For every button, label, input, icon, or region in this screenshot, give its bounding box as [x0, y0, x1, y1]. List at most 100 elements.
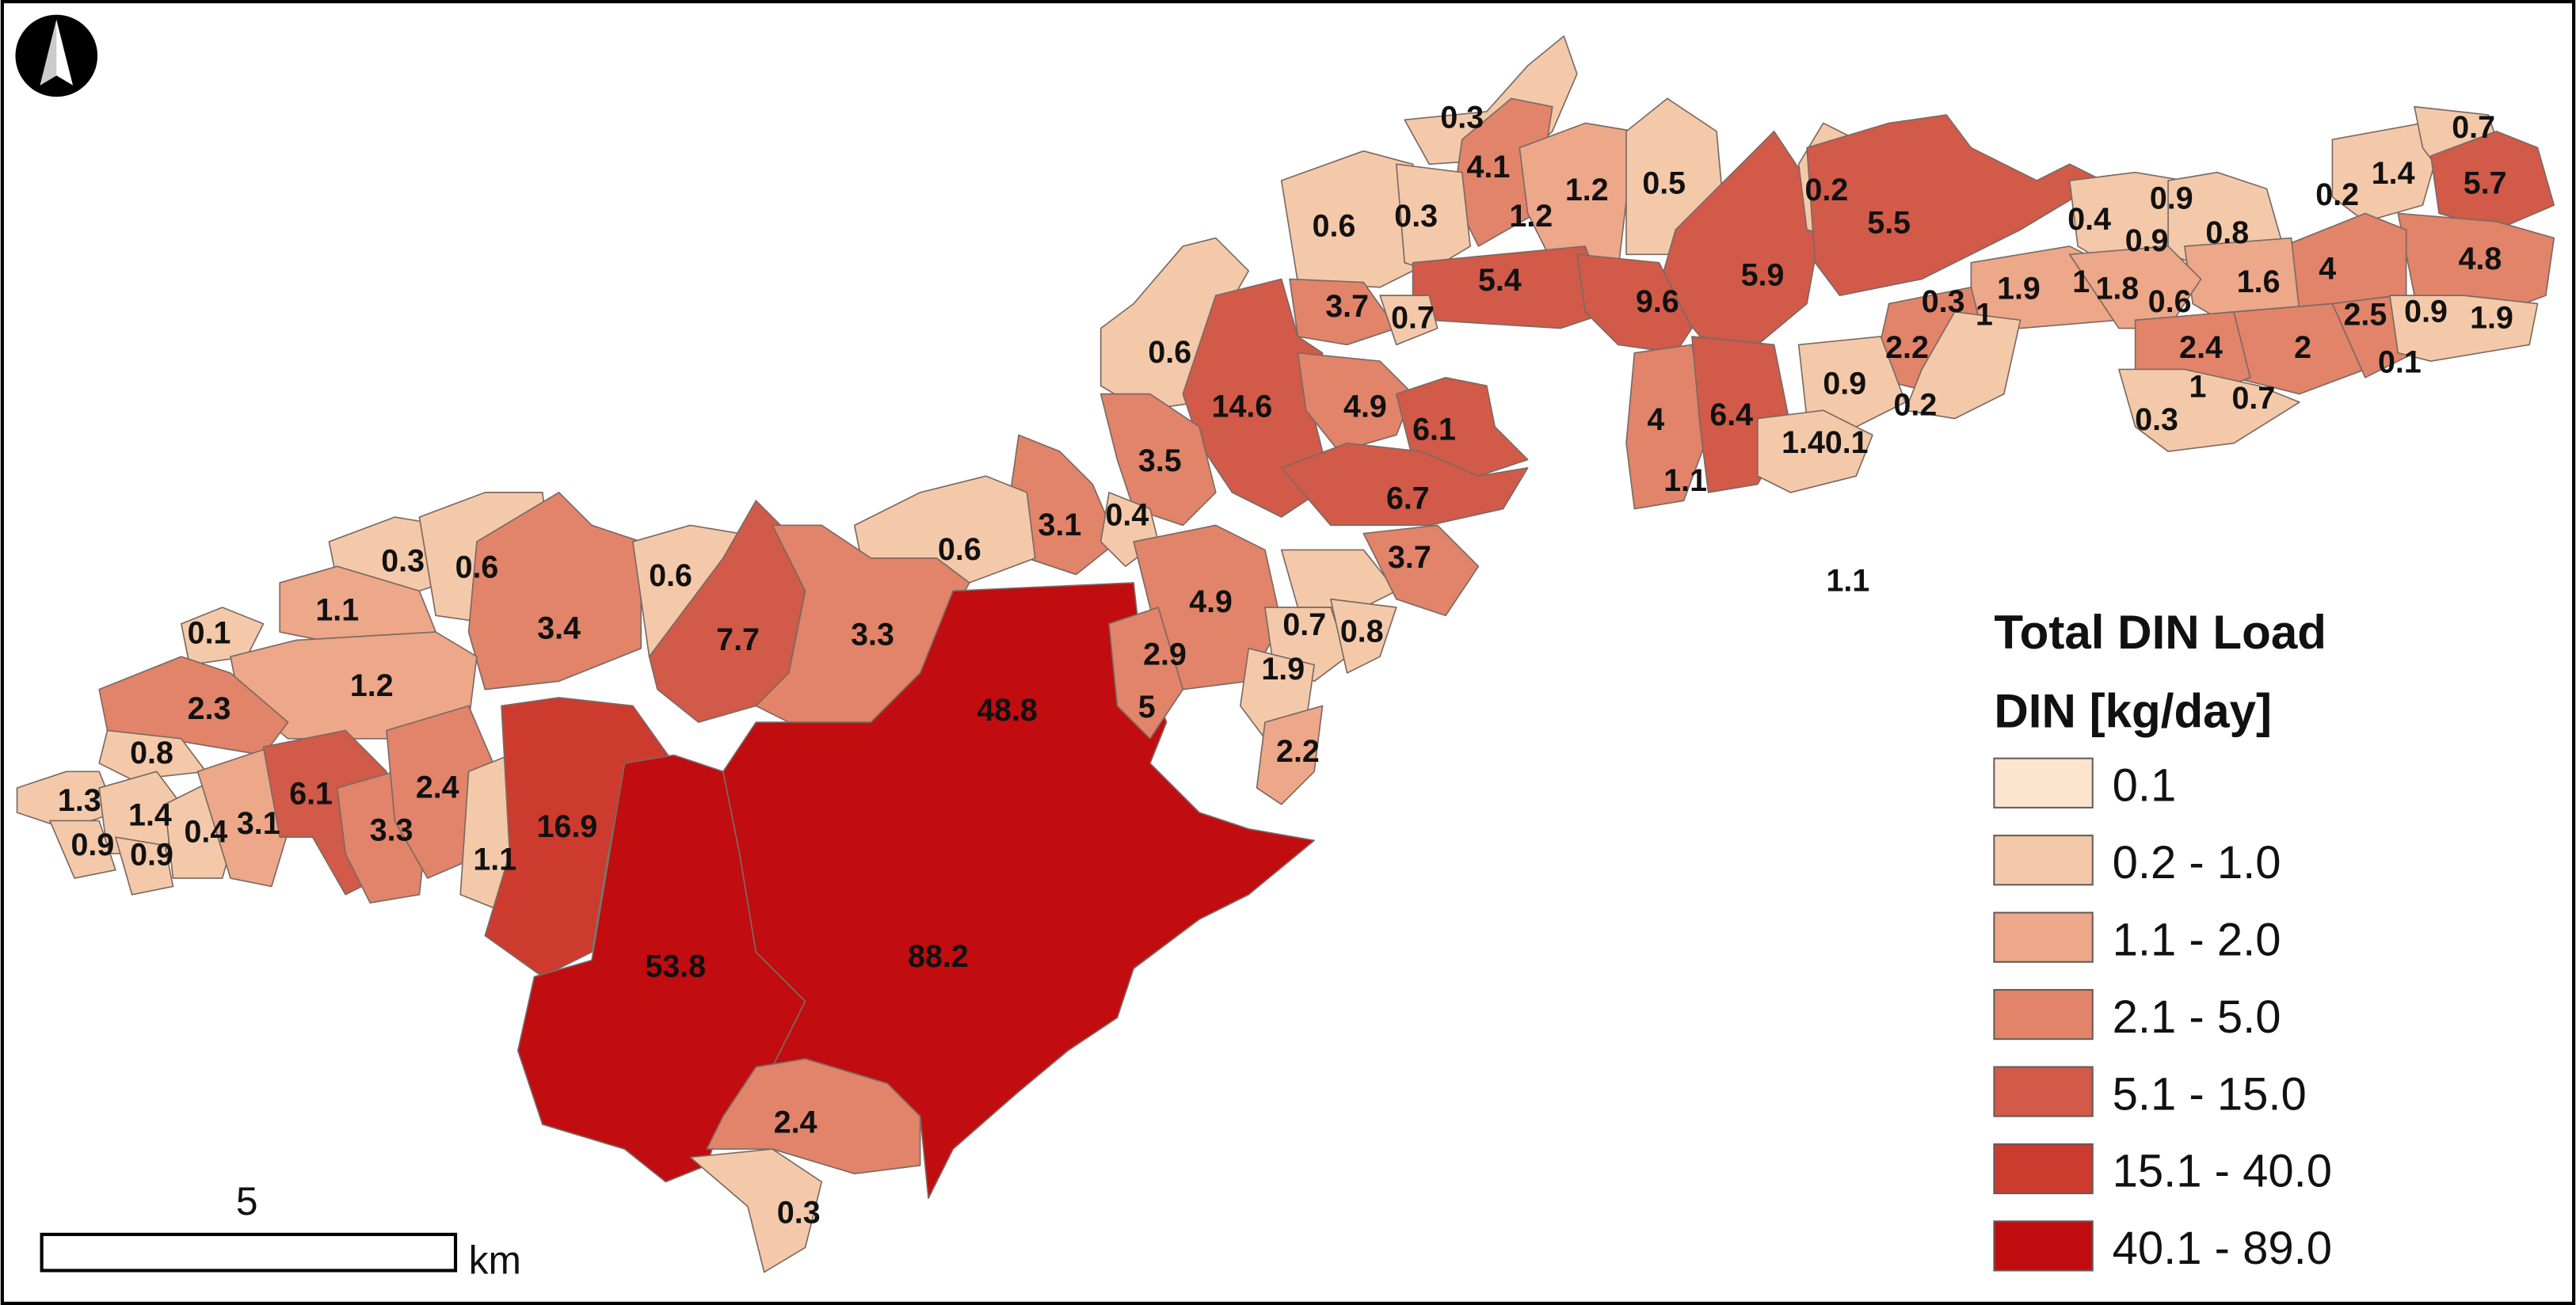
- catchment-load-label: 0.5: [1642, 166, 1686, 201]
- catchment: [1280, 549, 1397, 608]
- catchment: [467, 492, 642, 691]
- catchment-load-label: 5: [1138, 690, 1156, 725]
- catchment: [1280, 442, 1529, 527]
- catchment-load-label: 6.7: [1386, 481, 1430, 516]
- catchment: [706, 1058, 921, 1174]
- north-arrow-icon: [15, 14, 98, 97]
- catchment: [180, 607, 265, 666]
- catchment: [2429, 131, 2555, 231]
- catchment-load-label: 1.8: [2095, 271, 2139, 306]
- catchment-load-label: 0.7: [2232, 381, 2276, 416]
- catchment: [115, 836, 174, 896]
- catchment-load-label: 1.40.1: [1781, 425, 1868, 460]
- legend-subtitle: DIN [kg/day]: [1994, 684, 2272, 737]
- catchment-load-label: 7.7: [716, 622, 760, 657]
- catchment-load-label: 1.1: [1827, 563, 1870, 598]
- legend-swatch: [1993, 1143, 2094, 1195]
- catchment-load-label: 2.9: [1143, 637, 1187, 672]
- catchment-load-label: 0.8: [2205, 215, 2249, 250]
- catchment-load-label: 2: [2294, 330, 2311, 365]
- legend-class-label: 1.1 - 2.0: [2113, 914, 2281, 965]
- catchment: [1379, 295, 1439, 346]
- catchment-load-label: 16.9: [537, 809, 598, 844]
- catchment-load-label: 88.2: [908, 939, 969, 974]
- catchment-load-label: 0.9: [130, 837, 173, 872]
- catchment-load-label: 0.6: [1148, 335, 1191, 370]
- scale-bar-box: [40, 1232, 458, 1273]
- catchment-load-label: 2.4: [2179, 330, 2223, 365]
- catchment-load-label: 0.9: [2125, 223, 2169, 258]
- catchment-load-label: 4.9: [1189, 584, 1233, 619]
- catchment-load-label: 1.4: [2372, 156, 2415, 191]
- catchment-load-label: 5.7: [2464, 166, 2507, 201]
- catchment-load-label: 6.4: [1709, 398, 1753, 432]
- legend-swatch: [1993, 1066, 2094, 1117]
- catchment-load-label: 4.9: [1343, 390, 1387, 424]
- catchment-load-label: 5.4: [1478, 263, 1522, 298]
- catchment: [1289, 278, 1397, 346]
- catchment-load-label: 2.2: [1885, 330, 1929, 365]
- catchment-load-label: 4.1: [1467, 150, 1511, 185]
- catchment: [1330, 598, 1397, 674]
- catchment-load-label: 6.1: [1412, 413, 1456, 447]
- catchment-load-label: 2.5: [2343, 297, 2387, 332]
- catchment-load-label: 1.6: [2237, 264, 2281, 299]
- legend-swatch: [1993, 757, 2094, 808]
- catchment-load-label: 3.1: [1038, 508, 1081, 542]
- catchment-load-label: 3.7: [1388, 540, 1431, 575]
- catchment-load-label: 3.5: [1138, 443, 1182, 478]
- catchment-load-label: 3.7: [1325, 289, 1369, 324]
- catchment-load-label: 0.6: [1313, 209, 1356, 244]
- catchment-load-label: 53.8: [645, 949, 706, 984]
- catchment-load-label: 0.2: [2315, 177, 2359, 212]
- legend-class-label: 15.1 - 40.0: [2113, 1146, 2332, 1197]
- catchment-load-label: 1: [2072, 264, 2090, 299]
- scale-bar-unit: km: [469, 1238, 521, 1283]
- catchment-load-label: 1.1: [473, 843, 516, 877]
- catchment-load-label: 0.3: [1394, 199, 1438, 234]
- catchment-load-label: 1.2: [350, 668, 394, 703]
- catchment-load-label: 0.2: [1805, 173, 1849, 207]
- catchment-load-label: 0.4: [2067, 202, 2111, 237]
- legend-swatch: [1993, 911, 2094, 963]
- legend-title: Total DIN Load: [1994, 606, 2326, 659]
- legend-class-label: 40.1 - 89.0: [2113, 1223, 2332, 1274]
- catchment-load-label: 0.8: [130, 736, 173, 770]
- catchment-load-label: 0.3: [381, 543, 425, 578]
- legend-class-label: 0.2 - 1.0: [2113, 837, 2281, 888]
- catchment: [689, 1148, 823, 1273]
- catchment-load-label: 0.9: [1823, 367, 1866, 401]
- catchment: [1806, 114, 2104, 296]
- catchment-load-label: 1.3: [58, 783, 101, 818]
- catchment-load-label: 1.1: [1663, 463, 1707, 498]
- catchment-load-label: 0.4: [1105, 497, 1149, 532]
- catchment-load-label: 1.2: [1565, 173, 1609, 207]
- catchment-load-label: 1.9: [1997, 271, 2041, 306]
- legend-class-label: 5.1 - 15.0: [2113, 1068, 2307, 1120]
- catchment-load-label: 1.4: [128, 798, 172, 833]
- catchment-load-label: 6.1: [289, 777, 333, 812]
- catchment: [2389, 295, 2539, 362]
- catchment-load-label: 2.4: [416, 770, 459, 805]
- catchment-load-label: 48.8: [977, 693, 1038, 728]
- catchment-load-label: 0.3: [1440, 101, 1484, 135]
- catchment-load-label: 4: [1647, 402, 1664, 437]
- catchment-load-label: 0.3: [777, 1195, 821, 1230]
- legend-swatch: [1993, 988, 2094, 1041]
- catchment-load-label: 3.1: [237, 806, 280, 841]
- catchment-load-label: 2.2: [1276, 734, 1320, 769]
- catchment: [49, 820, 116, 879]
- catchment-load-label: 0.6: [2148, 284, 2192, 319]
- catchment-load-label: 0.9: [2404, 294, 2448, 329]
- catchment: [1757, 409, 1873, 493]
- catchment: [1297, 352, 1414, 452]
- catchment-load-label: 1: [1976, 297, 1993, 332]
- catchment-load-label: 5.9: [1741, 258, 1785, 293]
- catchment-load-label: 2.4: [774, 1105, 817, 1139]
- catchment-load-label: 3.3: [370, 812, 413, 847]
- catchment: [722, 582, 1315, 1200]
- catchment: [1797, 336, 1907, 428]
- legend-swatch: [1993, 1220, 2094, 1272]
